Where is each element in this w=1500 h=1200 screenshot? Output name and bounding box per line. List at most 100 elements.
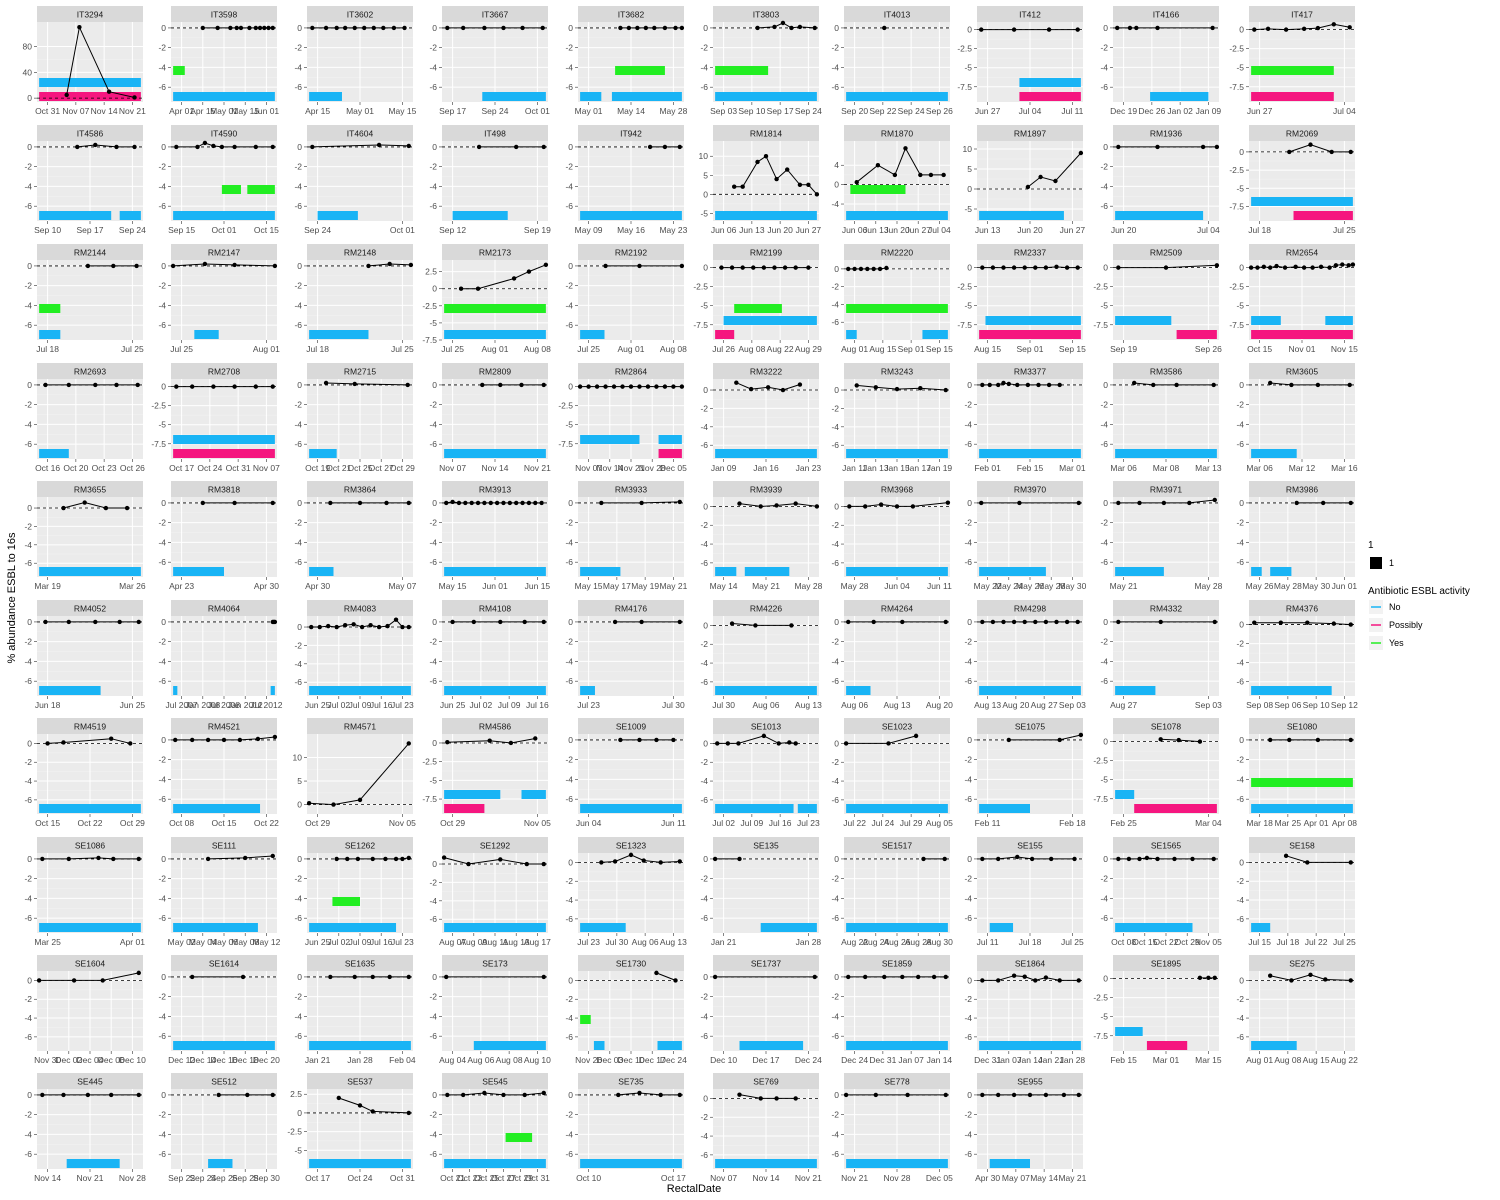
x-tick-label: Dec 26 bbox=[1138, 106, 1165, 116]
x-tick-label: Aug 10 bbox=[524, 1055, 551, 1065]
panel-strip bbox=[977, 600, 1083, 616]
panel-strip bbox=[844, 481, 950, 497]
x-tick-label: May 24 bbox=[995, 581, 1023, 591]
x-tick-label: Dec 16 bbox=[211, 1055, 238, 1065]
data-point bbox=[471, 619, 476, 625]
legend: 1 1 Antibiotic ESBL activity NoPossiblyY… bbox=[1368, 540, 1470, 650]
y-tick-label: -4 bbox=[158, 1011, 166, 1021]
x-tick-label: Jun 27 bbox=[1247, 106, 1273, 116]
x-tick-label: Nov 30 bbox=[34, 1055, 61, 1065]
x-tick-label: Aug 13 bbox=[795, 700, 822, 710]
data-point bbox=[507, 500, 513, 506]
y-tick-label: -4 bbox=[964, 656, 972, 666]
data-point bbox=[599, 500, 604, 506]
data-point bbox=[352, 381, 357, 387]
data-point bbox=[200, 25, 205, 31]
y-tick-label: -6 bbox=[294, 557, 302, 567]
panel-background bbox=[578, 616, 684, 696]
x-tick-label: Jun 20 bbox=[767, 225, 793, 235]
panel-strip bbox=[578, 600, 684, 616]
y-tick-label: -7.5 bbox=[151, 439, 166, 449]
data-point bbox=[387, 261, 392, 267]
y-tick-label: -4 bbox=[831, 1011, 839, 1021]
panel-strip bbox=[713, 718, 819, 734]
y-tick-label: 0 bbox=[967, 1090, 972, 1100]
data-point bbox=[232, 500, 237, 506]
x-tick-label: Sep 03 bbox=[710, 106, 737, 116]
y-tick-label: -6 bbox=[24, 558, 32, 568]
y-tick-label: -2 bbox=[158, 281, 166, 291]
x-tick-label: May 26 bbox=[1016, 581, 1044, 591]
data-point bbox=[1348, 622, 1353, 627]
y-tick-label: 0 bbox=[161, 617, 166, 627]
y-tick-label: -2 bbox=[429, 1110, 437, 1120]
data-point bbox=[1127, 25, 1133, 31]
data-point bbox=[1061, 1092, 1067, 1098]
x-tick-label: May 28 bbox=[1274, 581, 1302, 591]
data-point bbox=[93, 619, 98, 625]
panel-title: RM4226 bbox=[750, 604, 782, 614]
y-tick-label: -5 bbox=[964, 204, 972, 214]
y-tick-label: -2 bbox=[24, 874, 32, 884]
x-tick-label: Dec 06 bbox=[98, 1055, 125, 1065]
data-point bbox=[1348, 149, 1353, 155]
data-point bbox=[847, 504, 852, 509]
data-point bbox=[1022, 974, 1027, 979]
panel-background bbox=[713, 22, 819, 102]
data-point bbox=[237, 737, 243, 743]
antibiotic-bar-no bbox=[593, 1041, 605, 1050]
y-tick-label: 10 bbox=[699, 151, 709, 161]
data-point bbox=[1151, 382, 1156, 388]
panel-title: SE1078 bbox=[1151, 722, 1182, 732]
y-tick-label: 0 bbox=[1239, 263, 1244, 273]
antibiotic-bar-no bbox=[989, 923, 1014, 932]
abundance-line bbox=[982, 382, 1060, 386]
y-tick-label: -4 bbox=[964, 1129, 972, 1139]
panel-title: RM2173 bbox=[479, 248, 511, 258]
y-tick-label: -4 bbox=[429, 1129, 437, 1139]
data-point bbox=[774, 1096, 779, 1101]
data-point bbox=[654, 384, 659, 389]
y-tick-label: -7.5 bbox=[1093, 1031, 1108, 1041]
panel-title: RM3586 bbox=[1150, 367, 1182, 377]
y-tick-label: -2.5 bbox=[151, 401, 166, 411]
y-tick-label: 0 bbox=[432, 859, 437, 869]
data-point bbox=[1321, 500, 1326, 506]
y-tick-label: 0 bbox=[703, 854, 708, 864]
panel-strip bbox=[977, 481, 1083, 497]
y-tick-label: 0 bbox=[297, 622, 302, 632]
antibiotic-bar-possibly bbox=[444, 804, 485, 813]
panel-title: IT4013 bbox=[884, 10, 911, 20]
data-point bbox=[1075, 619, 1080, 625]
panel-background bbox=[1113, 497, 1219, 577]
x-tick-label: Jul 25 bbox=[170, 344, 193, 354]
y-tick-label: -4 bbox=[1100, 419, 1108, 429]
panel-strip bbox=[442, 955, 548, 971]
panel-background bbox=[578, 1089, 684, 1169]
y-tick-label: -6 bbox=[565, 82, 573, 92]
x-tick-label: Oct 31 bbox=[525, 1173, 550, 1183]
y-tick-label: 40 bbox=[23, 67, 33, 77]
x-tick-label: Jul 02 bbox=[470, 700, 493, 710]
data-point bbox=[371, 25, 376, 31]
data-point bbox=[797, 382, 803, 387]
data-point bbox=[1043, 1092, 1049, 1098]
data-point bbox=[979, 27, 984, 32]
x-tick-label: Oct 15 bbox=[254, 225, 279, 235]
panel-title: IT3598 bbox=[211, 10, 238, 20]
y-tick-label: -2 bbox=[24, 521, 32, 531]
x-tick-label: Mar 06 bbox=[1246, 463, 1273, 473]
data-point bbox=[1268, 380, 1273, 386]
data-point bbox=[616, 1092, 621, 1098]
data-point bbox=[1315, 382, 1321, 388]
panel-strip bbox=[1113, 125, 1219, 141]
y-tick-label: -4 bbox=[565, 656, 573, 666]
panel-strip bbox=[1249, 363, 1355, 379]
x-tick-label: Dec 12 bbox=[168, 1055, 195, 1065]
x-tick-label: Jul 02 bbox=[712, 818, 735, 828]
y-tick-label: -4 bbox=[24, 419, 32, 429]
